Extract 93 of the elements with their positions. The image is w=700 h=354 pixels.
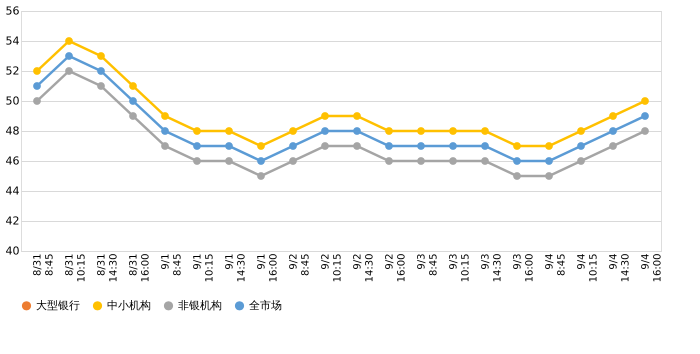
- point: [417, 142, 425, 150]
- point: [577, 157, 585, 165]
- point: [65, 52, 73, 60]
- x-tick-label: 9/3 8:45: [416, 254, 440, 276]
- point: [193, 142, 201, 150]
- x-tick-label: 9/1 16:00: [256, 254, 280, 282]
- x-tick-label: 9/4 10:15: [576, 254, 600, 282]
- point: [641, 127, 649, 135]
- x-tick-label: 9/2 8:45: [288, 254, 312, 276]
- point: [321, 142, 329, 150]
- point: [161, 112, 169, 120]
- point: [449, 157, 457, 165]
- point: [97, 67, 105, 75]
- point: [417, 157, 425, 165]
- point: [257, 172, 265, 180]
- point: [481, 142, 489, 150]
- point: [33, 67, 41, 75]
- point: [577, 142, 585, 150]
- x-tick-label: 9/4 8:45: [544, 254, 568, 276]
- point: [289, 142, 297, 150]
- x-tick-label: 9/1 10:15: [192, 254, 216, 282]
- point: [97, 52, 105, 60]
- legend-label: 非银机构: [178, 298, 222, 312]
- point: [481, 127, 489, 135]
- point: [161, 127, 169, 135]
- point: [129, 112, 137, 120]
- point: [385, 127, 393, 135]
- x-tick-label: 8/31 8:45: [32, 254, 56, 276]
- point: [161, 142, 169, 150]
- point: [65, 37, 73, 45]
- x-tick-label: 9/4 14:30: [608, 254, 632, 282]
- y-tick-label: 46: [6, 154, 20, 168]
- x-tick-label: 9/3 14:30: [480, 254, 504, 282]
- x-tick-label: 9/4 16:00: [640, 254, 664, 282]
- point: [97, 82, 105, 90]
- point: [353, 127, 361, 135]
- y-tick-label: 48: [6, 124, 20, 138]
- point: [257, 142, 265, 150]
- point: [449, 127, 457, 135]
- legend-label: 全市场: [249, 298, 282, 312]
- point: [353, 142, 361, 150]
- point: [289, 157, 297, 165]
- y-tick-label: 52: [6, 64, 20, 78]
- legend-label: 中小机构: [107, 298, 151, 312]
- y-tick-label: 40: [6, 244, 20, 258]
- point: [257, 157, 265, 165]
- x-tick-label: 9/1 8:45: [160, 254, 184, 276]
- point: [129, 82, 137, 90]
- point: [385, 142, 393, 150]
- legend-label: 大型银行: [36, 298, 80, 312]
- point: [225, 127, 233, 135]
- point: [417, 127, 425, 135]
- point: [545, 142, 553, 150]
- point: [33, 97, 41, 105]
- x-tick-label: 8/31 10:15: [64, 254, 88, 282]
- x-tick-label: 9/2 10:15: [320, 254, 344, 282]
- point: [609, 112, 617, 120]
- y-tick-label: 42: [6, 214, 20, 228]
- point: [385, 157, 393, 165]
- x-tick-label: 8/31 16:00: [128, 254, 152, 282]
- point: [545, 172, 553, 180]
- x-tick-label: 9/2 16:00: [384, 254, 408, 282]
- point: [513, 172, 521, 180]
- y-tick-label: 54: [6, 34, 20, 48]
- point: [577, 127, 585, 135]
- point: [545, 157, 553, 165]
- point: [33, 82, 41, 90]
- point: [641, 112, 649, 120]
- x-tick-label: 9/3 16:00: [512, 254, 536, 282]
- point: [513, 142, 521, 150]
- point: [193, 157, 201, 165]
- x-tick-label: 8/31 14:30: [96, 254, 120, 282]
- x-tick-label: 9/1 14:30: [224, 254, 248, 282]
- x-tick-label: 9/3 10:15: [448, 254, 472, 282]
- point: [321, 127, 329, 135]
- point: [225, 157, 233, 165]
- y-tick-label: 44: [6, 184, 20, 198]
- point: [65, 67, 73, 75]
- point: [129, 97, 137, 105]
- point: [449, 142, 457, 150]
- point: [289, 127, 297, 135]
- point: [321, 112, 329, 120]
- point: [481, 157, 489, 165]
- y-tick-label: 56: [6, 4, 20, 18]
- y-tick-label: 50: [6, 94, 20, 108]
- point: [609, 127, 617, 135]
- x-tick-label: 9/2 14:30: [352, 254, 376, 282]
- point: [193, 127, 201, 135]
- point: [641, 97, 649, 105]
- point: [225, 142, 233, 150]
- point: [609, 142, 617, 150]
- point: [513, 157, 521, 165]
- point: [353, 112, 361, 120]
